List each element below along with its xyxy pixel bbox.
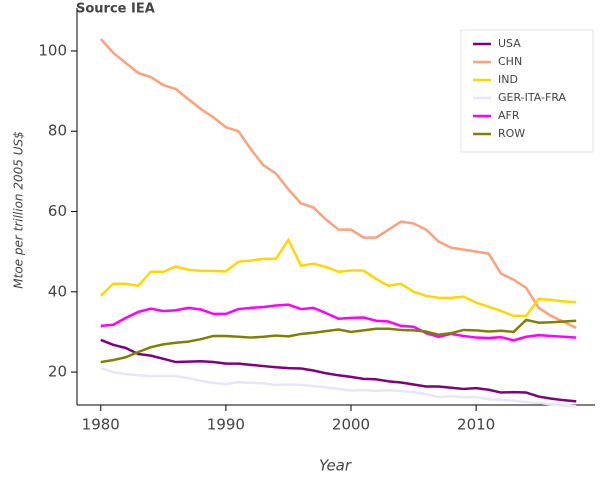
- series-line: [100, 318, 577, 364]
- y-tick-label: 40: [48, 282, 67, 300]
- series-line: [100, 303, 577, 342]
- y-tick-label: 60: [48, 202, 67, 220]
- legend-label: AFR: [498, 109, 520, 122]
- legend-label: CHN: [498, 55, 522, 68]
- legend-label: GER-ITA-FRA: [498, 91, 567, 104]
- y-tick-label: 20: [48, 363, 67, 381]
- series-line: [99, 38, 577, 330]
- y-tick-label: 80: [48, 122, 67, 140]
- x-tick-label: 1990: [207, 416, 245, 434]
- chart-title: Source IEA: [76, 2, 155, 17]
- x-tick-label: 2000: [332, 416, 370, 434]
- legend-label: IND: [498, 73, 518, 86]
- legend-box: [460, 29, 594, 153]
- series-line: [100, 338, 577, 403]
- series-line: [100, 366, 577, 408]
- x-tick-label: 2010: [457, 416, 495, 434]
- x-axis-label: Year: [319, 457, 352, 475]
- y-axis-label: Mtoe per trillion 2005 US$: [12, 131, 26, 288]
- legend-label: USA: [498, 37, 521, 50]
- x-tick-label: 1980: [82, 416, 120, 434]
- y-tick-label: 100: [38, 41, 67, 59]
- legend-label: ROW: [498, 127, 525, 140]
- series-line: [99, 238, 577, 318]
